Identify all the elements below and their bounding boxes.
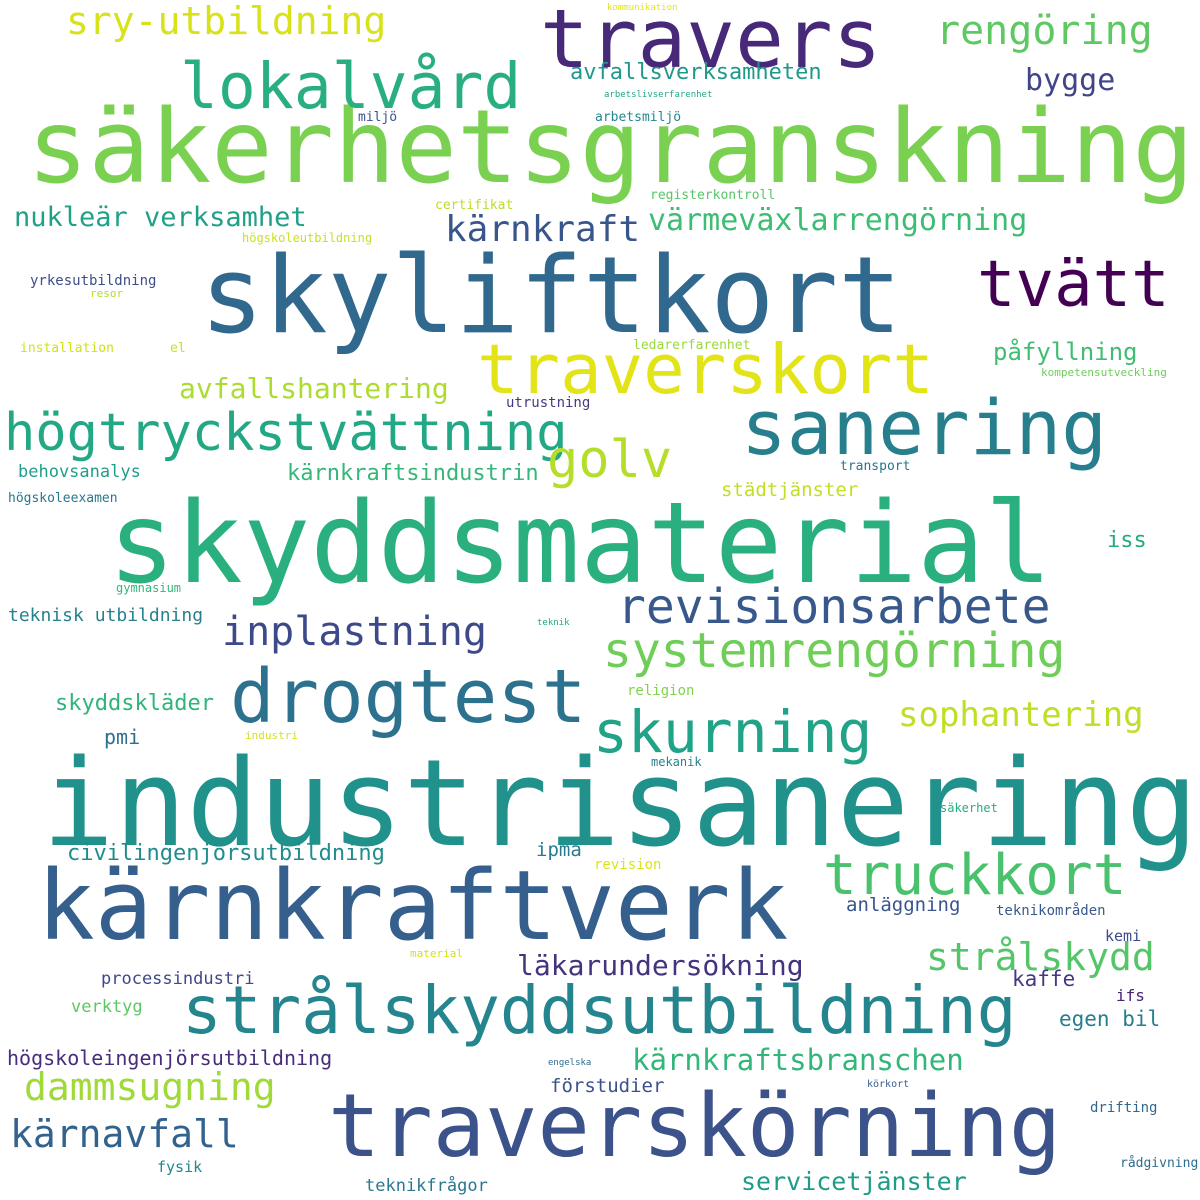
word: påfyllning: [993, 338, 1138, 366]
word: säkerhet: [940, 801, 998, 815]
word: anläggning: [846, 894, 961, 916]
word: el: [170, 341, 186, 356]
word: industrisanering: [42, 735, 1198, 874]
word: avfallsverksamheten: [570, 60, 822, 85]
word: engelska: [548, 1058, 592, 1068]
word: nukleär verksamhet: [14, 202, 307, 233]
word: ipma: [536, 839, 582, 861]
word: drifting: [1090, 1100, 1158, 1116]
word: registerkontroll: [650, 188, 776, 203]
word: industri: [245, 729, 298, 742]
word: iss: [1107, 528, 1147, 553]
word: teknikområden: [996, 903, 1106, 919]
word: mekanik: [651, 755, 702, 769]
word: läkarundersökning: [517, 949, 804, 982]
word: travers: [540, 0, 882, 87]
word: revisionsarbete: [617, 579, 1051, 635]
word: resor: [90, 287, 124, 300]
word: certifikat: [435, 198, 514, 213]
word: sophantering: [898, 695, 1144, 735]
word: högtryckstvättning: [4, 403, 568, 463]
word: behovsanalys: [18, 462, 141, 482]
word: dammsugning: [24, 1065, 276, 1109]
word: egen bil: [1059, 1007, 1161, 1031]
word: ledarerfarenhet: [633, 338, 751, 353]
word: processindustri: [101, 969, 255, 989]
word: lokalvård: [180, 50, 522, 123]
word: bygge: [1025, 63, 1116, 98]
word: avfallshantering: [179, 372, 449, 405]
word: högskoleingenjörsutbildning: [7, 1046, 333, 1070]
word: skyddsmaterial: [108, 479, 1053, 609]
word: miljö: [358, 110, 398, 125]
word: arbetsmiljö: [595, 110, 682, 125]
word: material: [410, 947, 463, 960]
word: traverskörning: [328, 1075, 1062, 1177]
word: kommunikation: [607, 3, 678, 13]
word: tvätt: [977, 248, 1170, 322]
word: körkort: [867, 1079, 910, 1090]
word: utrustning: [506, 395, 591, 411]
word: kärnkraftsbranschen: [632, 1043, 964, 1077]
word: teknisk utbildning: [8, 605, 204, 626]
word: religion: [627, 683, 695, 699]
word: gymnasium: [116, 581, 182, 595]
word: högskoleutbildning: [242, 231, 373, 245]
word: städtjänster: [721, 479, 859, 501]
word: drogtest: [230, 654, 587, 740]
word: yrkesutbildning: [30, 273, 157, 289]
word: systemrengörning: [603, 623, 1066, 679]
word: pmi: [104, 725, 141, 749]
word: kompetensutveckling: [1041, 366, 1167, 379]
word: kärnkraft: [445, 209, 641, 250]
word: kemi: [1105, 927, 1142, 945]
word: rådgivning: [1120, 1156, 1199, 1171]
word: säkerhetsgranskning: [27, 88, 1194, 207]
word: arbetslivserfarenhet: [604, 90, 713, 100]
word: traverskort: [477, 330, 934, 410]
word: kaffe: [1012, 967, 1076, 991]
word: golv: [547, 430, 673, 490]
word: rengöring: [936, 8, 1153, 54]
word: sry-utbildning: [66, 0, 387, 43]
word: skurning: [593, 698, 873, 766]
word: strålskydd: [926, 935, 1155, 979]
word: teknik: [537, 618, 570, 628]
word: förstudier: [550, 1075, 665, 1097]
word: verktyg: [71, 997, 143, 1017]
word: skyddskläder: [55, 691, 214, 716]
word: sanering: [741, 383, 1108, 472]
word: revision: [594, 857, 662, 873]
word: fysik: [157, 1158, 203, 1176]
word: värmeväxlarrengörning: [648, 203, 1028, 238]
word: kärnkraftsindustrin: [287, 461, 539, 486]
word: transport: [840, 459, 911, 474]
word: skyliftkort: [200, 234, 902, 357]
word: truckkort: [823, 843, 1127, 908]
word: servicetjänster: [741, 1167, 967, 1196]
word: teknikfrågor: [365, 1176, 488, 1196]
word: civilingenjörsutbildning: [67, 841, 385, 866]
word: inplastning: [222, 609, 487, 655]
word: kärnkraftverk: [37, 850, 789, 962]
word: kärnavfall: [10, 1112, 239, 1156]
word: strålskyddsutbildning: [182, 972, 1017, 1049]
word: installation: [20, 341, 114, 356]
word: högskoleexamen: [8, 491, 118, 506]
word: ifs: [1116, 986, 1145, 1005]
